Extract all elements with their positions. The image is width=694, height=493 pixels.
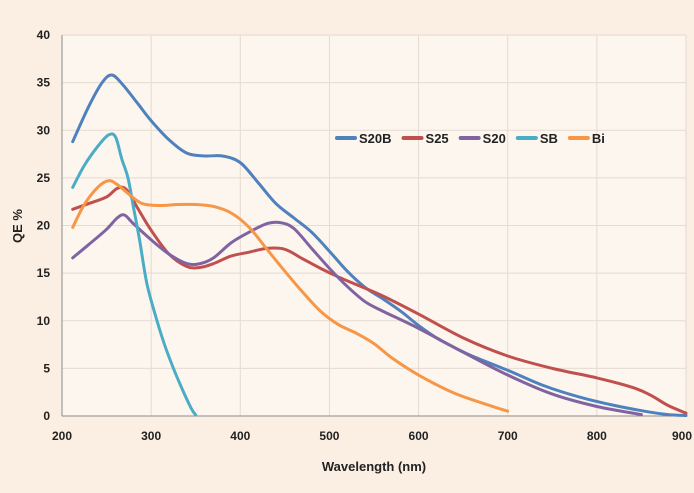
y-tick-label: 5	[43, 361, 50, 375]
x-tick-label: 300	[141, 429, 161, 443]
legend-item-sb: SB	[515, 131, 558, 146]
series-line-s20	[71, 213, 643, 417]
legend-label: Bi	[592, 131, 605, 146]
series-line-bi	[71, 179, 510, 413]
x-tick-label: 200	[52, 429, 72, 443]
x-tick-label: 800	[587, 429, 607, 443]
x-tick-label: 900	[672, 429, 692, 443]
grid	[61, 34, 687, 417]
legend-label: S20	[483, 131, 506, 146]
x-tick-label: 500	[319, 429, 339, 443]
axes: 0 5 10 15 20 25 30 35 40 200 300 400 500 600 700 800 900	[37, 28, 693, 443]
y-tick-label: 40	[37, 28, 51, 42]
y-tick-label: 25	[37, 171, 51, 185]
legend-item-s20b: S20B	[335, 131, 392, 146]
y-tick-label: 20	[37, 219, 51, 233]
x-tick-label: 700	[498, 429, 518, 443]
legend-item-s20: S20	[458, 131, 506, 146]
x-axis-title: Wavelength (nm)	[322, 459, 426, 474]
y-tick-label: 30	[37, 123, 51, 137]
x-tick-label: 400	[230, 429, 250, 443]
series-line-s25	[71, 185, 688, 415]
series-line-sb	[71, 132, 198, 417]
y-tick-label: 0	[43, 409, 50, 423]
y-tick-label: 10	[37, 314, 51, 328]
legend-label: SB	[540, 131, 558, 146]
y-axis-title: QE %	[10, 209, 25, 243]
y-tick-label: 35	[37, 76, 51, 90]
legend: S20B S25 S20 SB Bi	[335, 131, 605, 146]
series-lines	[71, 73, 688, 418]
legend-label: S20B	[359, 131, 392, 146]
x-tick-label: 600	[409, 429, 429, 443]
legend-item-s25: S25	[401, 131, 449, 146]
y-tick-label: 15	[37, 266, 51, 280]
legend-item-bi: Bi	[567, 131, 605, 146]
series-line-s20b	[71, 73, 688, 418]
legend-label: S25	[426, 131, 449, 146]
